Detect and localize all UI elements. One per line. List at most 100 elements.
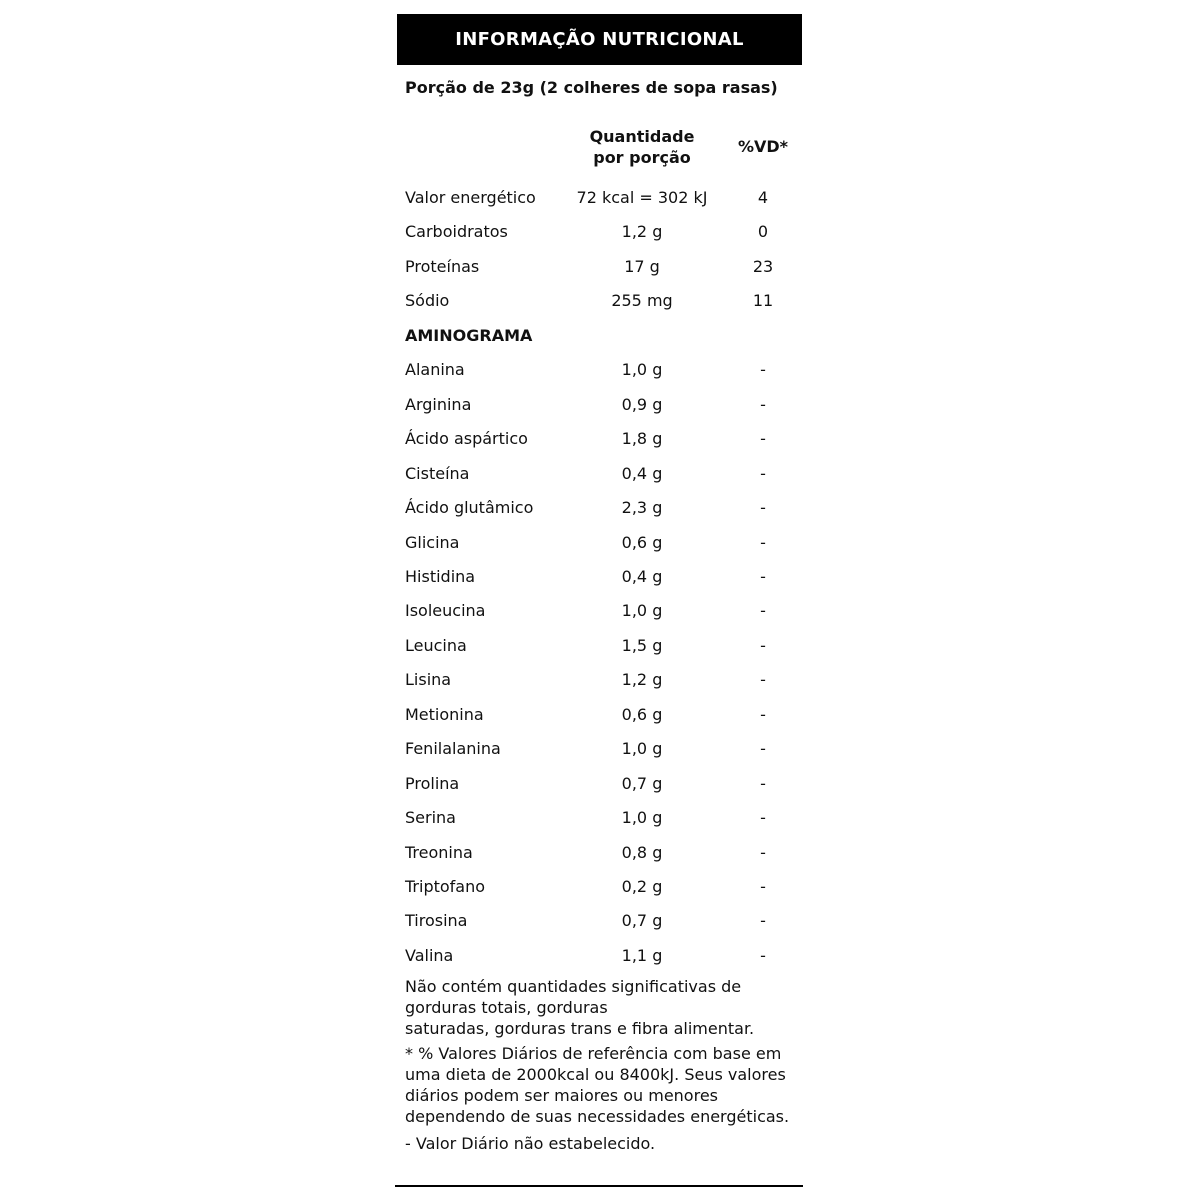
nutrient-name: Arginina (405, 394, 472, 414)
table-row: Leucina 1,5 g - (405, 634, 803, 658)
nutrient-quantity: 0,8 g (621, 842, 663, 862)
footnotes: Não contém quantidades significativas de… (405, 976, 800, 1158)
nutrient-vd: 4 (757, 188, 769, 207)
nutrient-name: Tirosina (405, 911, 468, 931)
table-row: Triptofano 0,2 g - (405, 875, 803, 899)
nutrient-quantity: 0,7 g (621, 911, 663, 931)
table-row: Serina 1,0 g - (405, 806, 803, 830)
nutrient-name: Fenilalanina (405, 739, 501, 759)
nutrient-vd: - (760, 739, 766, 759)
table-row: Cisteína 0,4 g - (405, 462, 803, 486)
nutrient-vd: - (760, 601, 766, 621)
nutrient-quantity: 1,5 g (621, 635, 663, 655)
nutrient-name: Histidina (405, 566, 476, 586)
note-line-2: saturadas, gorduras trans e fibra alimen… (405, 1019, 755, 1038)
nutrient-vd: - (760, 877, 766, 896)
nutrient-name: Serina (405, 808, 456, 828)
table-row: Proteínas 17 g 23 (405, 255, 803, 279)
nutrient-name: Triptofano (405, 877, 486, 896)
nutrient-quantity: 0,9 g (621, 394, 663, 414)
nutrient-vd: - (760, 945, 766, 965)
vd-column-header: %VD* (737, 137, 789, 156)
table-row: Isoleucina 1,0 g - (405, 599, 803, 623)
nutrient-name: Treonina (405, 842, 473, 862)
table-row: Tirosina 0,7 g - (405, 909, 803, 933)
nutrient-quantity: 1,0 g (621, 601, 663, 621)
nutrient-name: Prolina (405, 773, 460, 793)
label-title: INFORMAÇÃO NUTRICIONAL (397, 14, 802, 65)
nutrient-name: Lisina (405, 670, 452, 690)
nutrient-vd: - (760, 463, 766, 483)
nutrient-name: Valina (405, 945, 454, 965)
nutrient-quantity: 0,4 g (621, 566, 663, 586)
table-row: Alanina 1,0 g - (405, 358, 803, 382)
nutrient-quantity: 17 g (624, 256, 660, 276)
nutrient-quantity: 0,2 g (621, 877, 663, 896)
table-row: Glicina 0,6 g - (405, 531, 803, 555)
nutrient-vd: - (760, 498, 766, 518)
nutrient-vd: 23 (752, 256, 774, 276)
nutrient-vd: - (760, 670, 766, 690)
nutrient-vd: - (760, 532, 766, 552)
not-established-note: - Valor Diário não estabelecido. (405, 1134, 656, 1153)
nutrient-name: Proteínas (405, 256, 480, 276)
nutrient-name: Valor energético (405, 188, 536, 207)
nutrient-quantity: 1,2 g (621, 670, 663, 690)
nutrient-vd: 11 (752, 291, 774, 311)
daily-values-note: * % Valores Diários de referência com ba… (405, 1044, 790, 1126)
nutrient-quantity: 0,6 g (621, 704, 663, 724)
nutrient-quantity: 1,0 g (621, 808, 663, 828)
nutrient-name: Glicina (405, 532, 460, 552)
nutrient-quantity: 0,6 g (621, 532, 663, 552)
nutrient-quantity: 1,0 g (621, 360, 663, 380)
nutrient-name: Alanina (405, 360, 465, 380)
nutrient-vd: - (760, 911, 766, 931)
quantity-column-header: Quantidade por porção (562, 126, 722, 168)
nutrient-quantity: 1,0 g (621, 739, 663, 759)
nutrient-name: Ácido glutâmico (405, 498, 534, 518)
nutrient-vd: 0 (757, 222, 769, 242)
nutrient-vd: - (760, 808, 766, 828)
nutrient-quantity: 1,2 g (621, 222, 663, 242)
nutrient-quantity: 255 mg (611, 291, 673, 311)
table-row: Carboidratos 1,2 g 0 (405, 220, 803, 244)
portion-size: Porção de 23g (2 colheres de sopa rasas) (405, 78, 778, 97)
nutrient-quantity: 0,4 g (621, 463, 663, 483)
nutrient-quantity: 1,8 g (621, 429, 663, 449)
table-row: Valina 1,1 g - (405, 944, 803, 968)
nutrient-quantity: 1,1 g (621, 945, 663, 965)
nutrient-name: AMINOGRAMA (405, 325, 533, 345)
table-row: Arginina 0,9 g - (405, 393, 803, 417)
nutrient-name: Isoleucina (405, 601, 486, 621)
table-row: Lisina 1,2 g - (405, 668, 803, 692)
table-row: Histidina 0,4 g - (405, 565, 803, 589)
quantity-header-line1: Quantidade (589, 127, 695, 146)
table-row: Prolina 0,7 g - (405, 772, 803, 796)
quantity-header-line2: por porção (593, 148, 691, 167)
nutrient-quantity: 0,7 g (621, 773, 663, 793)
nutrient-vd: - (760, 429, 766, 449)
nutrient-quantity: 72 kcal = 302 kJ (576, 188, 708, 207)
table-row: Valor energético 72 kcal = 302 kJ 4 (405, 186, 803, 210)
bottom-rule (395, 1185, 803, 1187)
nutrient-quantity: 2,3 g (621, 498, 663, 518)
not-significant-note: Não contém quantidades significativas de… (405, 976, 800, 1039)
nutrient-name: Metionina (405, 704, 484, 724)
nutrient-vd: - (760, 842, 766, 862)
nutrient-vd: - (760, 773, 766, 793)
table-row: Metionina 0,6 g - (405, 703, 803, 727)
section-header-row: AMINOGRAMA (405, 324, 803, 348)
nutrient-name: Sódio (405, 291, 450, 311)
nutrient-vd: - (760, 635, 766, 655)
nutrient-vd: - (760, 360, 766, 380)
table-row: Fenilalanina 1,0 g - (405, 737, 803, 761)
nutrient-name: Leucina (405, 635, 467, 655)
nutrient-vd: - (760, 704, 766, 724)
nutrient-vd: - (760, 566, 766, 586)
table-row: Ácido aspártico 1,8 g - (405, 427, 803, 451)
table-row: Ácido glutâmico 2,3 g - (405, 496, 803, 520)
nutrient-name: Cisteína (405, 463, 470, 483)
nutrient-vd: - (760, 394, 766, 414)
nutrient-name: Carboidratos (405, 222, 508, 242)
nutrient-name: Ácido aspártico (405, 429, 528, 449)
